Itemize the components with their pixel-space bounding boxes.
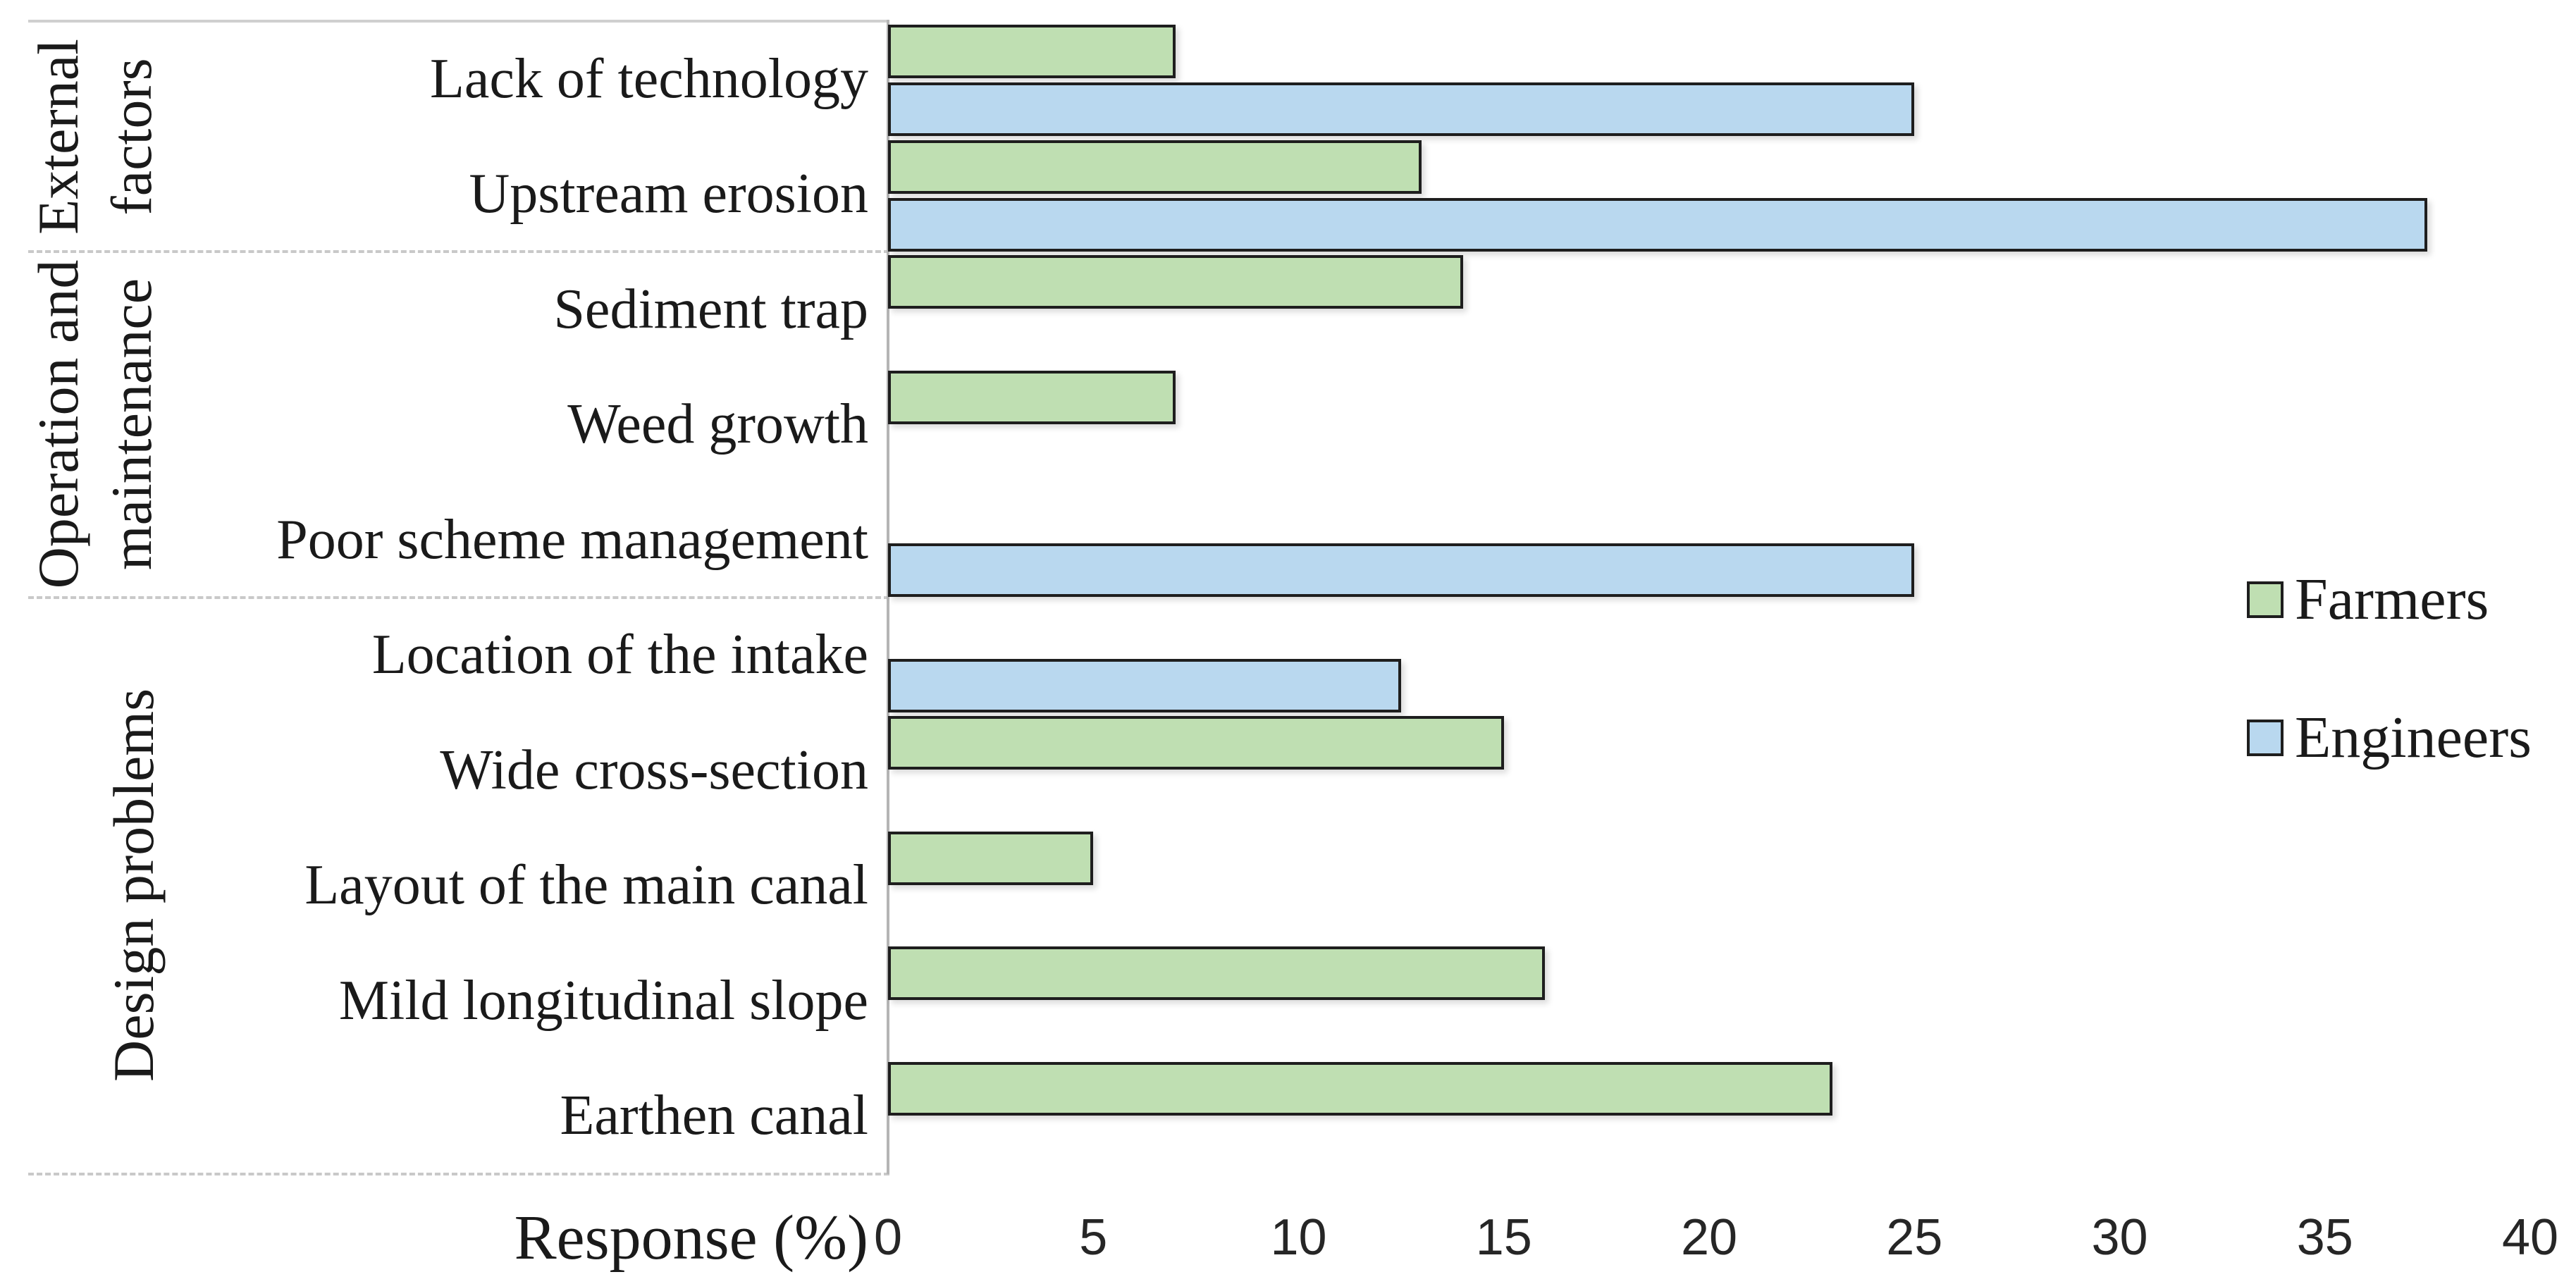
x-tick-label-5: 5 [1079, 1209, 1108, 1266]
category-label-upstream-erosion: Upstream erosion [469, 163, 868, 226]
x-tick-label-10: 10 [1270, 1209, 1327, 1266]
legend-item-engineers: Engineers [2247, 699, 2532, 777]
x-tick-label-15: 15 [1475, 1209, 1532, 1266]
category-label-poor-scheme-management: Poor scheme management [276, 508, 868, 571]
category-label-sediment-trap: Sediment trap [553, 278, 868, 340]
bar-farmers-lack-of-technology [888, 25, 1176, 78]
farmers-legend-swatch [2247, 581, 2284, 618]
category-label-layout-of-the-main-canal: Layout of the main canal [304, 854, 868, 917]
label-table-bottom-border [28, 1173, 889, 1175]
category-axis-line [887, 20, 889, 1174]
bar-engineers-lack-of-technology [888, 82, 1915, 136]
x-tick-label-25: 25 [1886, 1209, 1943, 1266]
bar-farmers-weed-growth [888, 370, 1176, 424]
category-label-location-of-the-intake: Location of the intake [371, 624, 868, 686]
x-tick-label-35: 35 [2296, 1209, 2353, 1266]
category-label-lack-of-technology: Lack of technology [430, 47, 868, 110]
category-label-mild-longitudinal-slope: Mild longitudinal slope [338, 969, 868, 1032]
x-axis-title: Response (%) [514, 1203, 868, 1273]
x-tick-label-20: 20 [1680, 1209, 1738, 1266]
category-label-wide-cross-section: Wide cross-section [440, 739, 868, 801]
legend-item-farmers: Farmers [2247, 561, 2489, 638]
bar-farmers-earthen-canal [888, 1061, 1832, 1116]
group-divider-external-operation [28, 250, 889, 253]
bar-engineers-upstream-erosion [888, 197, 2428, 252]
bar-farmers-layout-of-the-main-canal [888, 831, 1094, 885]
x-tick-label-40: 40 [2501, 1209, 2559, 1266]
x-tick-label-0: 0 [873, 1209, 903, 1266]
category-label-weed-growth: Weed growth [567, 393, 868, 456]
bar-farmers-sediment-trap [888, 255, 1463, 309]
bar-farmers-upstream-erosion [888, 140, 1422, 194]
x-tick-label-30: 30 [2091, 1209, 2148, 1266]
group-divider-operation-design [28, 596, 889, 599]
bar-engineers-poor-scheme-management [888, 543, 1915, 597]
category-label-earthen-canal: Earthen canal [560, 1085, 869, 1147]
bar-farmers-wide-cross-section [888, 716, 1504, 770]
bar-engineers-location-of-the-intake [888, 658, 1402, 712]
engineers-legend-label: Engineers [2295, 705, 2532, 770]
engineers-legend-swatch [2247, 720, 2284, 756]
label-table-top-border [28, 20, 889, 23]
bar-farmers-mild-longitudinal-slope [888, 946, 1545, 1000]
farmers-legend-label: Farmers [2295, 567, 2489, 632]
